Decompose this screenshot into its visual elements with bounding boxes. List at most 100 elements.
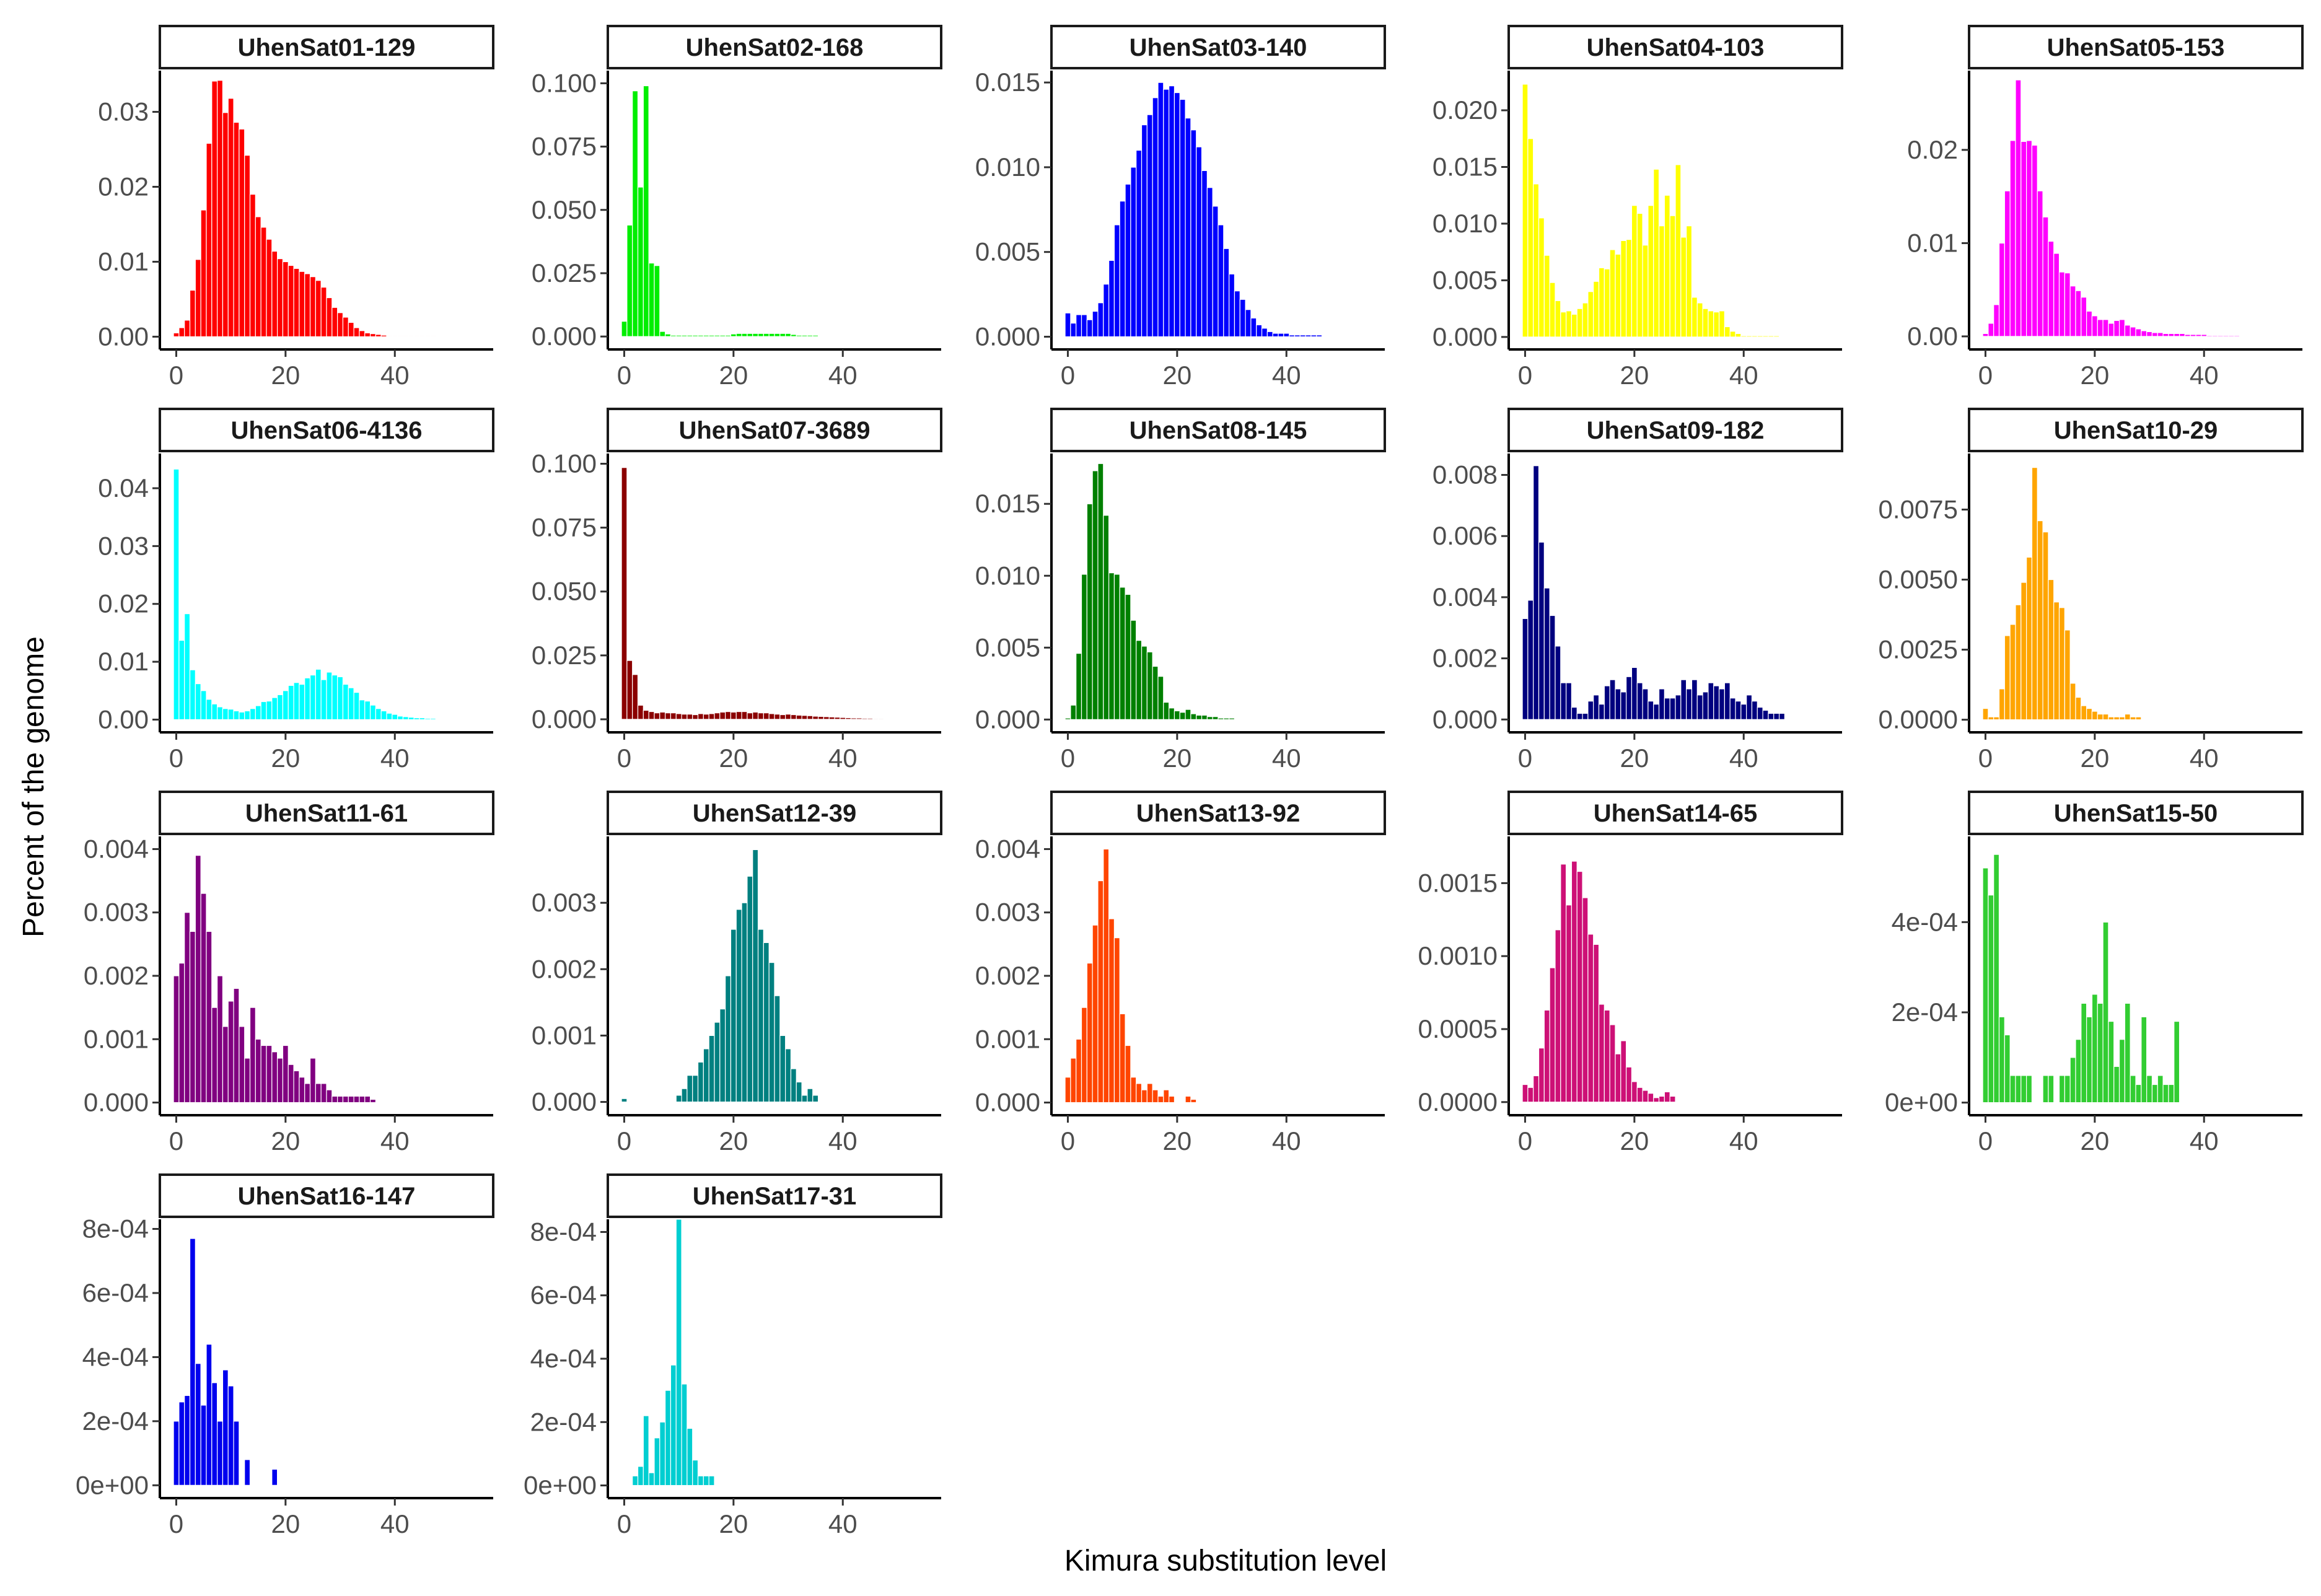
panel-strip <box>159 408 494 452</box>
histogram-bar <box>2168 333 2175 337</box>
histogram-bar <box>665 333 672 337</box>
histogram-bar <box>1604 268 1610 338</box>
histogram-bar <box>1064 1077 1071 1103</box>
histogram-bar <box>692 335 699 337</box>
histogram-bar <box>1130 620 1137 720</box>
panel-strip <box>1050 408 1386 452</box>
histogram-bar <box>359 330 366 338</box>
histogram-bar <box>2135 716 2142 721</box>
histogram-bar <box>725 711 732 720</box>
histogram-bar <box>173 332 180 338</box>
histogram-bar <box>1740 335 1747 338</box>
histogram-bar <box>1125 1045 1131 1103</box>
histogram-bar <box>331 674 338 721</box>
histogram-bar <box>757 333 764 337</box>
histogram-bar <box>287 685 294 721</box>
y-tick-label: 0.0025 <box>1879 635 1958 664</box>
histogram-bar <box>1305 335 1312 338</box>
histogram-bar <box>211 81 218 338</box>
histogram-bar <box>752 711 759 720</box>
histogram-bar <box>2075 696 2082 721</box>
histogram-bar <box>1998 1016 2005 1103</box>
histogram-bar <box>1092 924 1099 1103</box>
histogram-bar <box>1272 333 1279 338</box>
histogram-bar <box>1729 698 1736 720</box>
histogram-bar <box>200 690 207 721</box>
y-tick-label: 0e+00 <box>76 1470 149 1499</box>
histogram-bar <box>342 683 349 721</box>
histogram-bar <box>2053 602 2060 721</box>
histogram-bar <box>2135 328 2142 337</box>
y-tick-label: 0.006 <box>1433 521 1498 550</box>
histogram-bar <box>1549 615 1556 720</box>
histogram-bar <box>1691 679 1698 720</box>
histogram-bar <box>1092 310 1099 338</box>
x-tick-label: 40 <box>1272 361 1301 390</box>
histogram-bar <box>1642 245 1649 338</box>
histogram-bar <box>282 261 289 338</box>
histogram-bar <box>1310 335 1317 338</box>
histogram-bar <box>178 639 185 721</box>
histogram-bar <box>675 1095 682 1103</box>
histogram-bar <box>1675 164 1682 338</box>
histogram-bar <box>2135 1084 2142 1103</box>
histogram-bar <box>741 333 748 337</box>
histogram-bar <box>763 712 770 720</box>
histogram-bar <box>429 717 436 721</box>
y-axis-title: Percent of the genome <box>17 636 50 937</box>
histogram-bar <box>714 335 721 337</box>
histogram-bar <box>2108 716 2115 721</box>
y-tick-label: 0.0015 <box>1418 868 1498 897</box>
histogram-bar <box>200 209 207 338</box>
x-tick-label: 0 <box>1518 743 1532 773</box>
histogram-bar <box>692 1075 699 1103</box>
histogram-bar <box>1593 281 1600 338</box>
histogram-bar <box>1988 895 1994 1103</box>
histogram-bar <box>1587 291 1594 338</box>
histogram-bar <box>1212 716 1219 720</box>
x-tick-label: 0 <box>617 1509 631 1538</box>
histogram-bar <box>2174 1020 2180 1103</box>
panel-UhenSat14-65: UhenSat14-65 0.0000 0.0005 0.0010 0.0015 0 20 4… <box>1418 791 1843 1155</box>
histogram-bar <box>2042 1075 2049 1103</box>
histogram-bar <box>1103 515 1110 720</box>
histogram-bar <box>277 258 284 338</box>
histogram-bar <box>697 335 704 337</box>
y-tick-label: 0.005 <box>975 633 1040 662</box>
histogram-bar <box>2195 334 2202 337</box>
histogram-bar <box>697 1061 704 1103</box>
histogram-bar <box>637 704 644 720</box>
histogram-bar <box>2020 582 2027 721</box>
y-tick-label: 0e+00 <box>524 1471 597 1500</box>
histogram-bar <box>353 1095 360 1103</box>
histogram-bar <box>1582 302 1589 338</box>
histogram-bar <box>1718 310 1725 338</box>
histogram-bar <box>2113 1066 2120 1103</box>
histogram-bar <box>1626 676 1633 720</box>
histogram-bar <box>1998 688 2005 721</box>
histogram-bar <box>326 1089 333 1103</box>
histogram-bar <box>1185 1095 1191 1103</box>
panel-title: UhenSat13-92 <box>1136 800 1301 827</box>
histogram-bar <box>1256 324 1263 338</box>
histogram-bar <box>1533 183 1540 338</box>
y-tick-label: 0.02 <box>98 589 149 618</box>
panel-strip <box>1050 25 1386 69</box>
histogram-bar <box>735 711 742 720</box>
histogram-bar <box>719 711 726 720</box>
histogram-bar <box>681 1383 688 1486</box>
histogram-bar <box>1566 310 1573 338</box>
histogram-bar <box>342 317 349 338</box>
histogram-bar <box>1141 124 1147 338</box>
x-axis-title: Kimura substitution level <box>1064 1545 1387 1577</box>
histogram-bar <box>184 912 191 1103</box>
histogram-bar <box>1626 1066 1633 1103</box>
histogram-bar <box>206 142 213 338</box>
panel-UhenSat05-153: UhenSat05-153 0.00 0.01 0.02 0 20 40 <box>1907 25 2304 390</box>
y-tick-label: 0.050 <box>532 577 597 606</box>
x-tick-label: 0 <box>169 361 183 390</box>
histogram-bar <box>741 902 748 1103</box>
histogram-bar <box>435 718 442 721</box>
histogram-bar <box>369 1098 376 1103</box>
